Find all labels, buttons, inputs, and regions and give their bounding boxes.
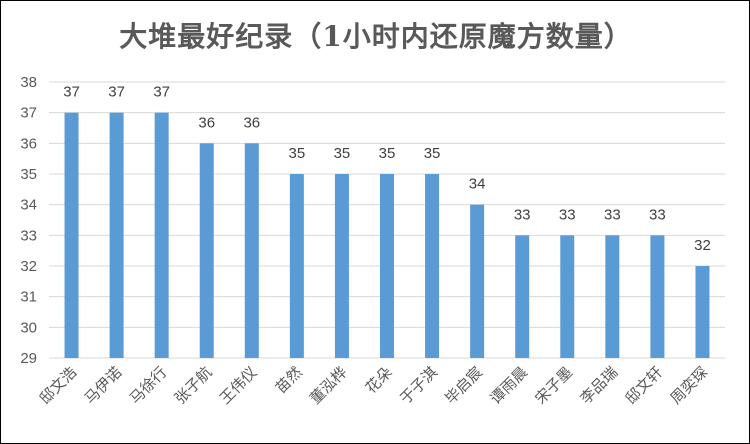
y-axis-ticks: 29 30 31 32 33 34 35 36 37 38 — [20, 74, 37, 367]
y-tick-label: 30 — [20, 319, 37, 336]
bar — [334, 174, 349, 358]
chart-title: 大堆最好纪录（1小时内还原魔方数量） — [119, 20, 633, 53]
bar — [244, 143, 259, 358]
bar — [199, 143, 214, 358]
data-labels: 37 37 37 36 36 35 35 35 35 34 33 33 33 33 32 — [63, 84, 711, 254]
x-category-label: 谭雨晨 — [486, 363, 531, 408]
data-label: 35 — [424, 145, 441, 162]
bar — [560, 235, 575, 358]
x-category-label: 董泓桦 — [306, 363, 351, 408]
x-category-label: 周奕琛 — [667, 363, 712, 408]
x-category-label: 花朵 — [362, 363, 396, 397]
data-label: 33 — [514, 206, 531, 223]
y-tick-label: 31 — [20, 289, 37, 306]
y-tick-label: 37 — [20, 105, 37, 122]
bar — [650, 235, 665, 358]
y-tick-label: 38 — [20, 74, 37, 91]
bar — [605, 235, 620, 358]
data-label: 34 — [469, 176, 486, 193]
bar — [64, 112, 79, 359]
bar — [289, 174, 304, 358]
bars — [64, 112, 710, 359]
data-label: 37 — [153, 84, 170, 101]
bar — [154, 112, 169, 359]
x-category-label: 邸文浩 — [36, 363, 81, 408]
bar — [109, 112, 124, 359]
data-label: 33 — [649, 206, 666, 223]
y-tick-label: 32 — [20, 258, 37, 275]
x-category-label: 张子航 — [171, 363, 216, 408]
data-label: 32 — [694, 237, 711, 254]
x-category-label: 于子淇 — [396, 363, 441, 408]
y-tick-label: 35 — [20, 166, 37, 183]
x-category-label: 苗然 — [272, 363, 306, 397]
x-category-label: 李品瑞 — [577, 363, 622, 408]
y-tick-label: 33 — [20, 227, 37, 244]
data-label: 33 — [559, 206, 576, 223]
data-label: 37 — [108, 84, 125, 101]
x-category-label: 马徐行 — [126, 363, 171, 408]
y-tick-label: 36 — [20, 135, 37, 152]
bar — [380, 174, 394, 358]
y-tick-label: 34 — [20, 197, 37, 214]
data-label: 35 — [289, 145, 306, 162]
x-axis-categories: 邸文浩 马伊诺 马徐行 张子航 王伟仪 苗然 董泓桦 花朵 于子淇 毕启宸 谭雨晨 宋子墨 李品瑞 邸文轩… — [36, 363, 711, 408]
data-label: 35 — [379, 145, 396, 162]
x-category-label: 宋子墨 — [532, 363, 577, 408]
x-category-label: 王伟仪 — [216, 363, 261, 408]
bar — [695, 266, 710, 358]
data-label: 33 — [604, 206, 621, 223]
x-category-label: 马伊诺 — [81, 363, 126, 408]
data-label: 36 — [243, 114, 260, 131]
bar — [515, 235, 530, 358]
data-label: 35 — [334, 145, 351, 162]
x-category-label: 毕启宸 — [441, 363, 486, 408]
data-label: 37 — [63, 84, 80, 101]
bar — [470, 204, 485, 358]
x-category-label: 邸文轩 — [622, 363, 667, 408]
data-label: 36 — [198, 114, 215, 131]
bar — [425, 174, 440, 358]
y-tick-label: 29 — [20, 350, 37, 367]
